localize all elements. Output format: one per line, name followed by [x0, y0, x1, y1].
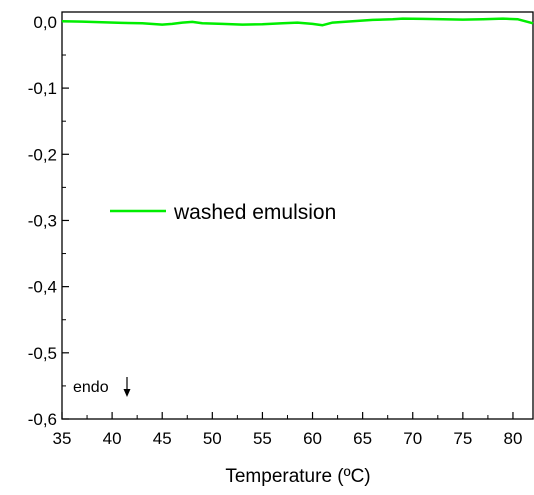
x-tick-label: 35 — [53, 429, 72, 448]
y-tick-label: -0,1 — [28, 79, 57, 98]
plot-frame — [61, 11, 534, 420]
endo-arrow-head-icon — [123, 389, 131, 397]
legend: washed emulsion — [110, 201, 336, 224]
y-tick-label: -0,4 — [28, 278, 57, 297]
x-tick-label: 45 — [153, 429, 172, 448]
y-tick-label: -0,5 — [28, 344, 57, 363]
x-axis-title: Temperature (ºC) — [225, 466, 370, 487]
x-tick-label: 50 — [203, 429, 222, 448]
x-tick-label: 55 — [253, 429, 272, 448]
legend-label: washed emulsion — [173, 201, 336, 224]
ticks: 35 40 45 50 55 60 65 70 75 80 0,0 -0,1 -0,2 -0,3 -0,4 -… — [28, 13, 523, 448]
x-tick-label: 65 — [353, 429, 372, 448]
x-tick-label: 60 — [303, 429, 322, 448]
x-tick-label: 40 — [103, 429, 122, 448]
series-layer — [61, 17, 534, 27]
y-tick-label: 0,0 — [33, 13, 57, 32]
y-tick-label: -0,3 — [28, 211, 57, 230]
endo-label: endo — [73, 379, 109, 396]
series-line — [61, 17, 534, 27]
y-tick-label: -0,2 — [28, 145, 57, 164]
y-tick-label: -0,6 — [28, 410, 57, 429]
endo-annotation: endo — [73, 377, 131, 397]
x-tick-label: 80 — [503, 429, 522, 448]
x-tick-label: 70 — [403, 429, 422, 448]
axes — [61, 11, 534, 420]
x-tick-label: 75 — [453, 429, 472, 448]
